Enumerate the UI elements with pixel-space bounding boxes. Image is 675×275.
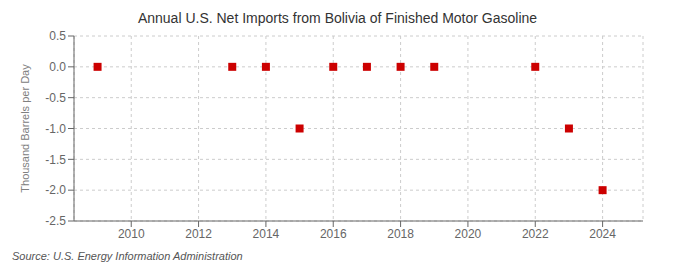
svg-text:-2.5: -2.5: [45, 214, 66, 228]
svg-text:0.5: 0.5: [49, 29, 66, 43]
svg-text:2010: 2010: [118, 227, 145, 241]
svg-text:-1.0: -1.0: [45, 122, 66, 136]
html-text:Annual U.S. Net Imports from B: Annual U.S. Net Imports from Bolivia of …: [137, 10, 538, 26]
svg-text:-2.0: -2.0: [45, 183, 66, 197]
svg-text:2012: 2012: [185, 227, 212, 241]
svg-text:-0.5: -0.5: [45, 91, 66, 105]
html-text:Source: U.S. Energy Informatio: Source: U.S. Energy Information Administ…: [12, 250, 243, 262]
svg-text:Thousand Barrels per Day: Thousand Barrels per Day: [19, 64, 31, 193]
svg-text:2016: 2016: [320, 227, 347, 241]
svg-text:2018: 2018: [387, 227, 414, 241]
svg-text:2022: 2022: [522, 227, 549, 241]
svg-text:2020: 2020: [455, 227, 482, 241]
svg-text:2024: 2024: [589, 227, 616, 241]
svg-text:-1.5: -1.5: [45, 153, 66, 167]
svg-text:2014: 2014: [253, 227, 280, 241]
svg-text:0.0: 0.0: [49, 60, 66, 74]
